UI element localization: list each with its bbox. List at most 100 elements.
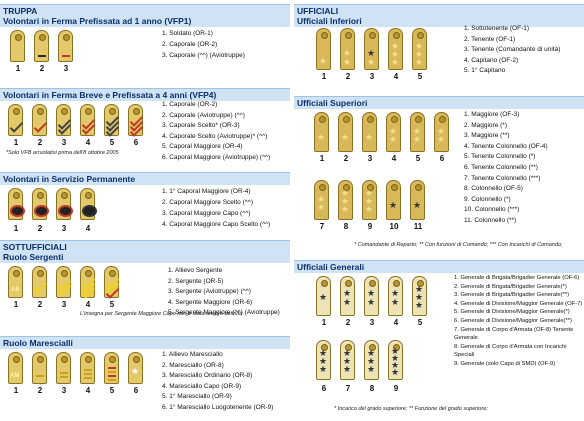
insignia-board: ★ ★ ★ xyxy=(362,180,377,220)
rank-item: 5. 1° Capitano xyxy=(464,67,506,74)
section-header: SOTTUFFICIALI Ruolo Sergenti xyxy=(0,240,290,263)
rank-item: 9. Generale (solo Capo di SMD) (OF-9) xyxy=(454,360,556,367)
rank-list: 1. Soldato (OR-1) 2. Caporale (OR-2) 3. … xyxy=(162,28,245,61)
insignia-row xyxy=(10,30,82,62)
insignia-board xyxy=(104,352,119,384)
rank-item: 8. Generale di Corpo d'Armata con Incari… xyxy=(454,343,567,359)
rank-item: 6. 1° Maresciallo Luogotenente (OR-9) xyxy=(162,403,274,411)
rank-item: 4. Caporal Maggiore Capo Scelto (^^) xyxy=(162,221,271,228)
insignia-numbers-1: 1 2 3 4 5 xyxy=(321,318,423,327)
section-title: Ufficiali Inferiori xyxy=(297,16,362,26)
rank-item: 2. Caporale (OR-2) xyxy=(162,41,218,48)
insignia-board: ★ ★ xyxy=(410,112,425,152)
section-header: Ufficiali Generali xyxy=(294,260,584,273)
insignia-board: ★ ★ ★ ★ xyxy=(388,340,403,380)
rank-item: 2. Maresciallo (OR-8) xyxy=(162,361,224,369)
footnote: *Solo VFB arruolatisi prima dell'8 ottob… xyxy=(6,150,119,156)
insignia-numbers-2: 7 8 9 10 11 xyxy=(319,222,423,231)
rank-item: 4. Caporale Scelto (Aviotruppe)* (^^) xyxy=(162,132,268,140)
rank-item: 5. Tenente Colonnello (*) xyxy=(464,153,536,161)
rank-item: 3. Sergente (Aviotruppe) (^^) xyxy=(168,288,251,295)
section-title: Volontari in Servizio Permanente xyxy=(3,174,136,184)
insignia-board xyxy=(56,266,72,298)
section-ufficiali-superiori: Ufficiali Superiori ★ ★ ★ ★ ★ ★ ★ ★ ★ 1 2 3… xyxy=(294,96,584,248)
insignia-board: ★ ★ xyxy=(386,112,401,152)
section-vfp4: Volontari in Ferma Breve e Prefissata a … xyxy=(0,88,290,161)
section-title: Ruolo Sergenti xyxy=(3,252,64,262)
rank-item: 3. Tenente (Comandante di unità) xyxy=(464,46,561,53)
insignia-board xyxy=(104,266,120,299)
insignia-board: ★ ★ ★ xyxy=(412,28,427,70)
footnote: * Comandante di Reparto; ** Con funzioni… xyxy=(354,242,563,248)
insignia-board xyxy=(80,266,96,299)
rank-item: 11. Colonnello (**) xyxy=(464,216,517,224)
rank-item: 4. Capitano (OF-2) xyxy=(464,56,519,64)
rank-item: 3. Maggiore (**) xyxy=(464,132,510,140)
insignia-row-2: ★ ★ ★ ★ ★ ★ ★ ★ ★ ★ xyxy=(314,180,434,220)
insignia-board xyxy=(104,104,120,137)
rank-item: 7. Generale di Corpo d'Armata (OF-8) Ten… xyxy=(454,326,574,342)
section-ufficiali-inferiori: UFFICIALI Ufficiali Inferiori ★ ★ ★ ★ ★ ★ ★… xyxy=(294,4,584,81)
section-title: Volontari in Ferma Prefissata ad 1 anno … xyxy=(3,16,192,26)
rank-item: 5. Caporal Maggiore (OR-4) xyxy=(162,143,243,150)
insignia-row xyxy=(8,188,104,220)
rank-item: 2. Sergente (OR-5) xyxy=(168,277,224,285)
rank-item: 10. Colonnello (***) xyxy=(464,206,520,214)
insignia-numbers: 1 2 3 4 xyxy=(13,224,91,233)
rank-item: 2. Caporale (Aviotruppe) (^^) xyxy=(162,111,245,119)
footnote: * Incarico del grado superiore; ** Funzi… xyxy=(334,406,488,412)
insignia-board: ★ xyxy=(128,352,143,384)
section-header: Volontari in Ferma Breve e Prefissata a … xyxy=(0,88,290,101)
insignia-board: ★ xyxy=(338,112,353,152)
rank-item: 8. Colonnello (OF-5) xyxy=(464,185,523,193)
insignia-board xyxy=(34,30,49,62)
rank-item: 9. Colonnello (*) xyxy=(464,195,511,203)
insignia-board xyxy=(10,30,25,62)
insignia-board xyxy=(56,104,72,136)
insignia-board: ★ ★ xyxy=(314,180,329,220)
insignia-board xyxy=(80,188,97,220)
rank-item: 1. Allievo Maresciallo xyxy=(162,351,223,358)
section-title: Ufficiali Generali xyxy=(297,262,365,272)
section-ufficiali-generali: Ufficiali Generali ★ ★ ★ ★ ★ ★ ★ ★ ★ ★ 1 2 3 … xyxy=(294,260,584,412)
insignia-board: ★ ★ xyxy=(388,276,403,316)
rank-item: 4. Tenente Colonnello (OF-4) xyxy=(464,142,548,150)
insignia-board xyxy=(8,104,24,136)
rank-item: 5. 1° Maresciallo (OR-9) xyxy=(162,393,232,400)
section-title: Ufficiali Superiori xyxy=(297,98,368,108)
insignia-board xyxy=(32,188,49,220)
insignia-row-1: ★ ★ ★ ★ ★ ★ ★ ★ ★ ★ xyxy=(316,276,436,316)
rank-item: 4. Generale di Divisione/Maggior General… xyxy=(454,300,583,307)
insignia-numbers: 1 2 3 4 5 6 xyxy=(13,386,139,395)
section-header: TRUPPA Volontari in Ferma Prefissata ad … xyxy=(0,4,290,27)
insignia-board xyxy=(8,188,25,220)
insignia-board: ★ ★ xyxy=(434,112,449,152)
insignia-board: ★ xyxy=(410,180,425,220)
group-label-truppa: TRUPPA xyxy=(3,6,38,16)
insignia-board xyxy=(32,352,47,384)
insignia-board: AS xyxy=(8,266,23,298)
section-sergenti: SOTTUFFICIALI Ruolo Sergenti AS 1 2 3 4 … xyxy=(0,240,290,317)
insignia-row: AS xyxy=(8,266,128,299)
rank-item: 2. Maggiore (*) xyxy=(464,121,507,129)
section-header: Ufficiali Superiori xyxy=(294,96,584,109)
insignia-board xyxy=(32,104,48,136)
insignia-numbers-1: 1 2 3 4 5 6 xyxy=(319,154,445,163)
insignia-numbers-2: 6 7 8 9 xyxy=(321,384,399,393)
rank-item: 1. Allievo Sergente xyxy=(168,267,223,274)
insignia-board: ★ ★ xyxy=(340,28,355,70)
insignia-board xyxy=(32,266,48,298)
insignia-board: ★ ★ ★ xyxy=(412,276,427,316)
insignia-row-1: ★ ★ ★ ★ ★ ★ ★ ★ ★ xyxy=(314,112,458,152)
insignia-board: AM xyxy=(8,352,23,384)
section-title: Volontari in Ferma Breve e Prefissata a … xyxy=(3,90,217,100)
insignia-board: ★ ★ ★ xyxy=(364,340,379,380)
insignia-row: AM ★ xyxy=(8,352,152,384)
rank-item: 6. Generale di Divisione/Maggior General… xyxy=(454,317,572,324)
insignia-board xyxy=(56,352,71,384)
insignia-board: ★ ★ ★ xyxy=(388,28,403,70)
footnote: L'insegna per Sergente Maggiore Capo non… xyxy=(80,311,243,317)
insignia-board: ★ ★ ★ xyxy=(316,340,331,380)
rank-item: 1. Generale di Brigata/Brigadier General… xyxy=(454,275,580,281)
rank-list: 1. Sottotenente (OF-1) 2. Tenente (OF-1)… xyxy=(464,24,560,77)
